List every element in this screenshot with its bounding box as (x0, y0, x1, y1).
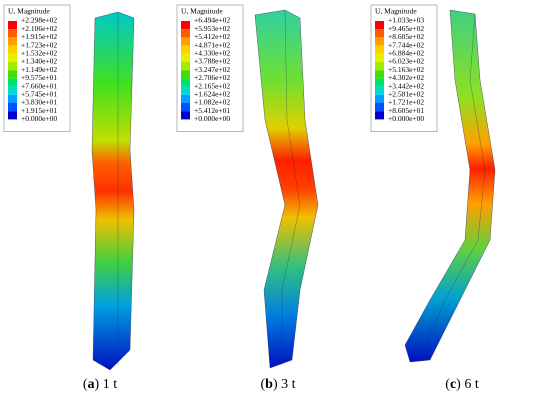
legend-title: U, Magnitude (375, 7, 417, 16)
legend-swatch (375, 94, 384, 103)
legend-swatch (181, 45, 190, 54)
legend-label: +6.023e+02 (388, 57, 424, 66)
legend: U, Magnitude+6.494e+02+5.953e+02+5.412e+… (176, 4, 244, 132)
legend-label: +1.340e+02 (21, 57, 57, 66)
legend-swatch (375, 70, 384, 79)
legend-label: +3.442e+02 (388, 81, 424, 90)
legend-swatch (181, 21, 190, 30)
legend-swatch (375, 29, 384, 38)
legend-label: +7.660e+01 (21, 81, 57, 90)
legend-swatch (8, 70, 17, 79)
legend-label: +1.082e+02 (194, 98, 230, 107)
legend-swatch (8, 37, 17, 46)
legend-label: +1.915e+02 (21, 32, 57, 41)
column-model (91, 9, 496, 371)
legend-swatch (8, 78, 17, 87)
legend-label: +0.000e+00 (21, 114, 57, 123)
legend-label: +1.149e+02 (21, 65, 57, 74)
legend-label: +1.721e+02 (388, 98, 424, 107)
legend-swatch (375, 62, 384, 71)
caption-part: b (265, 377, 273, 392)
legend-label: +5.412e+01 (194, 106, 230, 115)
legend-label: +8.605e+01 (388, 106, 424, 115)
legend-swatch (8, 29, 17, 38)
legend-swatch (181, 37, 190, 46)
legend-label: +5.412e+02 (194, 32, 230, 41)
caption-part: c (450, 377, 456, 392)
legend-label: +4.330e+02 (194, 49, 230, 58)
legend-label: +1.624e+02 (194, 90, 230, 99)
caption: (c) 6 t (445, 377, 479, 392)
legend-swatch (181, 53, 190, 62)
legend-swatch (375, 45, 384, 54)
legend-label: +3.830e+01 (21, 98, 57, 107)
legend-label: +4.302e+02 (388, 73, 424, 82)
legend-label: +9.575e+01 (21, 73, 57, 82)
legend-swatch (8, 111, 17, 120)
legend-label: +6.884e+02 (388, 49, 424, 58)
legend-label: +8.605e+02 (388, 32, 424, 41)
legend-swatch (8, 86, 17, 95)
caption-part: ( (83, 377, 88, 392)
legend-swatch (375, 37, 384, 46)
legend: U, Magnitude+2.298e+02+2.106e+02+1.915e+… (3, 4, 71, 132)
caption: (b) 3 t (260, 377, 295, 392)
legend-swatch (375, 111, 384, 120)
legend-swatch (8, 53, 17, 62)
legend-swatch (8, 62, 17, 71)
legend-title: U, Magnitude (181, 7, 223, 16)
legend-swatch (181, 29, 190, 38)
legend-swatch (8, 45, 17, 54)
legend-swatch (181, 70, 190, 79)
legend-label: +3.247e+02 (194, 65, 230, 74)
legend-swatch (375, 53, 384, 62)
caption: (a) 1 t (83, 377, 117, 392)
legend-label: +5.163e+02 (388, 65, 424, 74)
caption-part: ) 6 t (456, 377, 479, 392)
legend-label: +0.000e+00 (388, 114, 424, 123)
legend-label: +2.581e+02 (388, 90, 424, 99)
legend-swatch (181, 111, 190, 120)
legend-label: +6.494e+02 (194, 16, 230, 25)
legend-label: +1.915e+01 (21, 106, 57, 115)
legend-swatch (8, 94, 17, 103)
legend: U, Magnitude+1.033e+03+9.465e+02+8.605e+… (370, 4, 438, 132)
legend-swatch (181, 103, 190, 112)
legend-swatch (375, 103, 384, 112)
legend-swatch (8, 21, 17, 30)
legend-label: +1.723e+02 (21, 40, 57, 49)
legend-title: U, Magnitude (8, 7, 50, 16)
legend-label: +1.033e+03 (388, 16, 424, 25)
legend-swatch (181, 78, 190, 87)
legend-swatch (375, 78, 384, 87)
legend-label: +5.745e+01 (21, 90, 57, 99)
legend-swatch (375, 86, 384, 95)
legend-label: +1.532e+02 (21, 49, 57, 58)
legend-label: +3.788e+02 (194, 57, 230, 66)
caption-part: ) 1 t (95, 377, 118, 392)
legend-label: +7.744e+02 (388, 40, 424, 49)
legend-swatch (8, 103, 17, 112)
legend-label: +2.706e+02 (194, 73, 230, 82)
caption-part: ) 3 t (273, 377, 296, 392)
legend-swatch (375, 21, 384, 30)
legend-label: +2.106e+02 (21, 24, 57, 33)
legend-label: +9.465e+02 (388, 24, 424, 33)
legend-swatch (181, 62, 190, 71)
caption-part: a (88, 377, 95, 392)
caption-part: ( (445, 377, 450, 392)
legend-label: +0.000e+00 (194, 114, 230, 123)
legend-label: +5.953e+02 (194, 24, 230, 33)
caption-part: ( (260, 377, 265, 392)
legend-label: +2.298e+02 (21, 16, 57, 25)
legend-swatch (181, 94, 190, 103)
legend-label: +2.165e+02 (194, 81, 230, 90)
legend-label: +4.871e+02 (194, 40, 230, 49)
legend-swatch (181, 86, 190, 95)
